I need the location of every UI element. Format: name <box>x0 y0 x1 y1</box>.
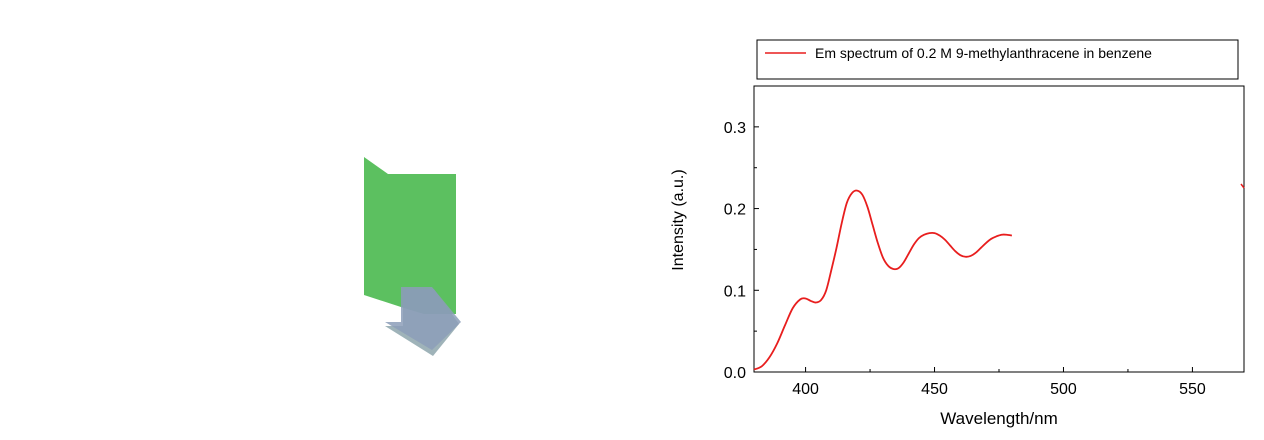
y-tick-label: 0.0 <box>724 365 746 382</box>
x-axis: 400 450 500 550 <box>792 367 1206 398</box>
legend-box <box>756 39 1239 80</box>
green-folder-down-arrow-icon <box>364 157 461 356</box>
legend: Em spectrum of 0.2 M 9-methylanthracene … <box>756 39 1239 80</box>
y-axis: 0.0 0.1 0.2 0.3 <box>724 120 759 382</box>
y-tick-label: 0.1 <box>724 283 746 300</box>
arrow-shape <box>385 287 461 350</box>
x-tick-label: 400 <box>792 381 819 398</box>
series-line <box>753 189 1013 371</box>
y-axis-label: Intensity (a.u.) <box>670 169 687 270</box>
y-tick-label: 0.2 <box>724 202 746 219</box>
green-panel <box>364 157 456 314</box>
x-axis-label: Wavelength/nm <box>940 409 1057 428</box>
legend-label: Em spectrum of 0.2 M 9-methylanthracene … <box>815 45 1152 61</box>
x-tick-label: 550 <box>1179 381 1206 398</box>
x-tick-label: 450 <box>921 381 948 398</box>
x-tick-label: 500 <box>1050 381 1077 398</box>
plot-frame <box>753 85 1245 373</box>
series-offscale-mark <box>1240 183 1245 189</box>
y-tick-label: 0.3 <box>724 120 746 137</box>
